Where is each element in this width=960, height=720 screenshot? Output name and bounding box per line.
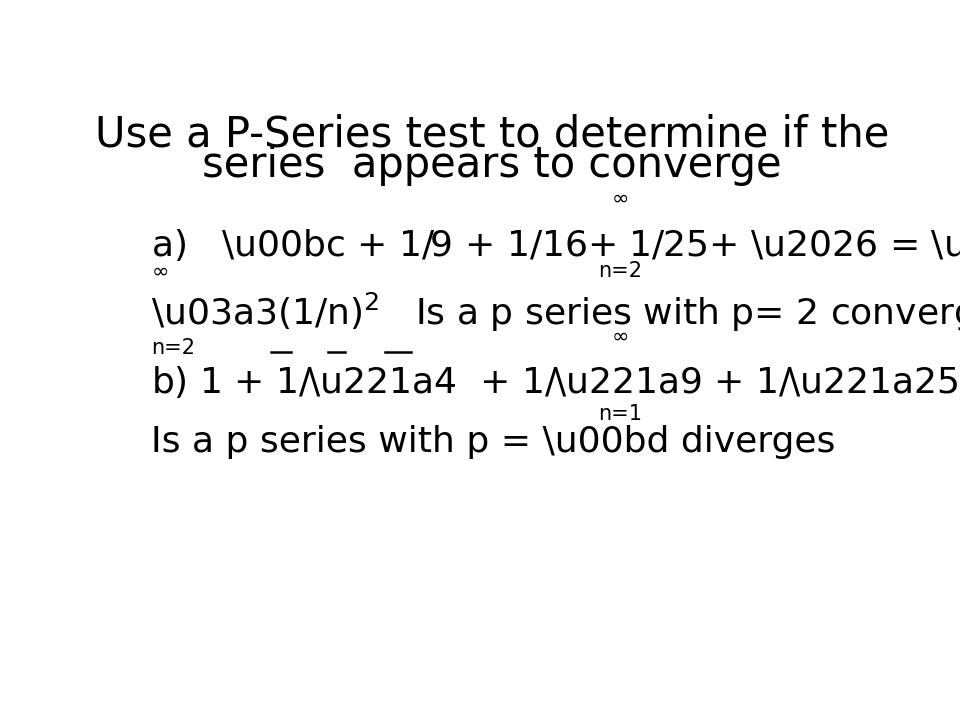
Text: n=2: n=2 (151, 338, 195, 358)
Text: $\infty$: $\infty$ (612, 188, 629, 208)
Text: n=1: n=1 (598, 405, 642, 424)
Text: series  appears to converge: series appears to converge (203, 144, 781, 186)
Text: $\infty$: $\infty$ (151, 261, 168, 280)
Text: \u03a3(1/n)$^{2}$   Is a p series with p= 2 converges: \u03a3(1/n)$^{2}$ Is a p series with p= … (151, 290, 960, 333)
Text: n=2: n=2 (598, 261, 642, 282)
Text: $\infty$: $\infty$ (612, 326, 629, 346)
Text: Is a p series with p = \u00bd diverges: Is a p series with p = \u00bd diverges (151, 426, 835, 459)
Text: Use a P-Series test to determine if the: Use a P-Series test to determine if the (95, 113, 889, 156)
Text: a)   \u00bc + 1/9 + 1/16+ 1/25+ \u2026 = \u03a3 1/n$^{2}$: a) \u00bc + 1/9 + 1/16+ 1/25+ \u2026 = \… (151, 222, 960, 264)
Text: b) 1 + 1/\u221a4  + 1/\u221a9 + 1/\u221a25 + \u2026   =  \u03a3 1/(n) $^{1/2}$: b) 1 + 1/\u221a4 + 1/\u221a9 + 1/\u221a2… (151, 360, 960, 401)
